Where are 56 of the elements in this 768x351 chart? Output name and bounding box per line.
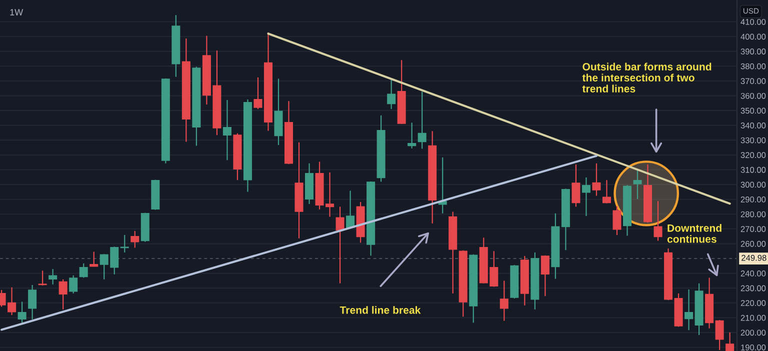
y-tick-label: 300.00 (740, 182, 766, 188)
candlestick (48, 268, 58, 285)
y-tick-label: 200.00 (740, 330, 766, 336)
y-tick-label: 350.00 (740, 108, 766, 114)
y-tick-label: 340.00 (740, 122, 766, 128)
y-tick-label: 390.00 (740, 48, 766, 54)
y-tick-label: 380.00 (740, 63, 766, 70)
candlestick (408, 122, 416, 149)
candlestick (58, 278, 68, 310)
candlestick (500, 280, 508, 322)
candlestick (69, 274, 78, 294)
candlestick (602, 180, 611, 204)
candlestick (572, 164, 580, 208)
candlestick (130, 230, 140, 248)
y-tick-label: 310.00 (740, 166, 766, 173)
candlestick (336, 206, 344, 284)
candlestick (726, 332, 734, 351)
y-tick-label: 320.00 (740, 152, 766, 158)
annotation: Downtrend continues (667, 224, 722, 243)
candlestick (120, 234, 129, 254)
y-tick-label: 290.00 (740, 196, 766, 202)
y-tick-label: 370.00 (740, 78, 766, 84)
y-tick-label: 400.00 (740, 34, 766, 40)
candlestick (346, 190, 355, 229)
candlestick (540, 254, 550, 297)
y-tick-label: 270.00 (740, 226, 766, 232)
candlestick (654, 200, 662, 242)
candlestick (582, 176, 590, 217)
y-tick-label: 330.00 (740, 137, 766, 144)
annotation: Outside bar forms around the intersection of two trend lines (582, 62, 712, 92)
candlestick (592, 162, 601, 196)
y-tick-label: 280.00 (740, 211, 766, 218)
annotation: Trend line break (340, 306, 421, 314)
y-tick-label: 360.00 (740, 92, 766, 99)
y-tick-label: 410.00 (740, 18, 766, 25)
y-tick-label: 260.00 (740, 240, 766, 247)
candlestick (38, 270, 47, 286)
candlestick (18, 301, 26, 324)
y-tick-label: 240.00 (740, 270, 766, 276)
candlestick (715, 320, 724, 351)
text: 1W (10, 9, 24, 16)
candlestick (684, 288, 694, 331)
candlestick (222, 99, 232, 161)
y-tick-label: 220.00 (740, 300, 766, 306)
candlestick (418, 91, 426, 150)
candlestick (90, 251, 98, 268)
candlestick (633, 169, 642, 200)
candlestick (79, 262, 88, 278)
candlestick (28, 284, 37, 320)
y-tick-label: 210.00 (740, 314, 766, 321)
ref-line-label: 249.98 (742, 254, 766, 261)
y-tick-label: 190.00 (741, 344, 766, 350)
candlestick (254, 76, 262, 110)
candlestick (387, 80, 396, 110)
candlestick (612, 206, 622, 236)
y-tick-label: 230.00 (740, 285, 766, 292)
